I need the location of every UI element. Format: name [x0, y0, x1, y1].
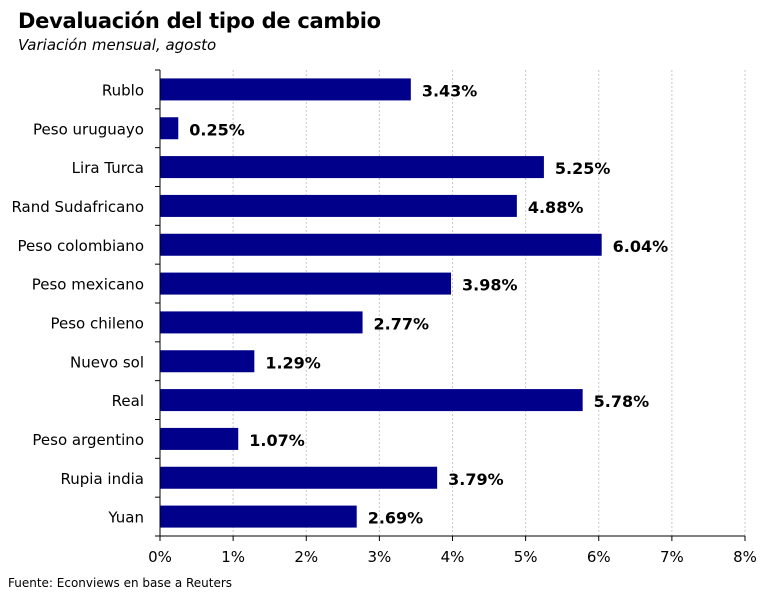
x-tick-label: 0% — [148, 548, 172, 566]
category-label: Nuevo sol — [70, 353, 144, 371]
value-label: 2.69% — [368, 509, 424, 528]
bar — [160, 505, 357, 528]
x-tick-label: 8% — [733, 548, 757, 566]
category-label: Rand Sudafricano — [11, 198, 144, 216]
bar — [160, 311, 363, 334]
bars — [160, 78, 602, 528]
x-tick-label: 7% — [660, 548, 684, 566]
category-label: Rupia india — [61, 470, 144, 488]
value-label: 3.79% — [448, 470, 504, 489]
value-label: 1.07% — [249, 431, 305, 450]
x-tick-label: 2% — [294, 548, 318, 566]
source-note: Fuente: Econviews en base a Reuters — [8, 576, 233, 590]
bar — [160, 350, 255, 373]
value-label: 4.88% — [528, 198, 584, 217]
category-label: Rublo — [102, 81, 144, 99]
x-tick-label: 4% — [441, 548, 465, 566]
category-label: Peso chileno — [50, 314, 144, 332]
bar — [160, 389, 583, 412]
category-label: Real — [112, 392, 144, 410]
gridlines — [232, 70, 746, 536]
x-tick-label: 1% — [221, 548, 245, 566]
chart-subtitle: Variación mensual, agosto — [18, 36, 217, 54]
bar — [160, 272, 452, 295]
value-label: 2.77% — [374, 314, 430, 333]
category-label: Peso colombiano — [18, 237, 144, 255]
category-label: Peso uruguayo — [33, 120, 144, 138]
axes — [155, 69, 746, 541]
value-label: 5.78% — [594, 392, 650, 411]
category-label: Peso mexicano — [32, 276, 144, 294]
bar — [160, 78, 411, 101]
category-label: Lira Turca — [72, 159, 144, 177]
x-tick-label: 3% — [367, 548, 391, 566]
x-tick-label: 5% — [514, 548, 538, 566]
value-label: 3.43% — [422, 81, 478, 100]
value-label: 0.25% — [189, 120, 245, 139]
chart-title: Devaluación del tipo de cambio — [18, 9, 381, 33]
bar — [160, 156, 544, 179]
value-label: 5.25% — [555, 159, 611, 178]
bar — [160, 233, 602, 256]
x-tick-label: 6% — [587, 548, 611, 566]
value-label: 3.98% — [462, 276, 518, 295]
bar — [160, 427, 239, 450]
bar — [160, 194, 517, 217]
category-label: Yuan — [107, 509, 144, 527]
bar — [160, 466, 438, 489]
bar — [160, 117, 179, 140]
value-label: 6.04% — [613, 237, 669, 256]
labels: Rublo 3.43% Peso uruguayo 0.25% Lira Turca 5.… — [11, 81, 756, 566]
value-label: 1.29% — [265, 353, 321, 372]
category-label: Peso argentino — [32, 431, 144, 449]
